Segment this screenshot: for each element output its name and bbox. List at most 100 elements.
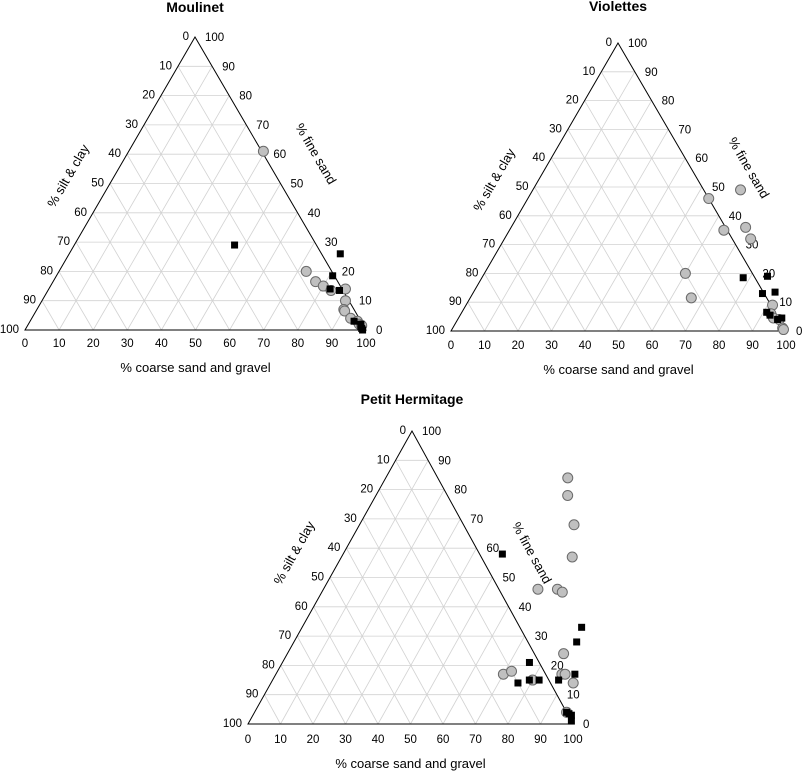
data-point-circle	[257, 145, 269, 157]
grid-line	[475, 635, 526, 725]
tick-label-silt: 80	[262, 659, 275, 671]
data-point-square	[336, 250, 344, 258]
tick-label-coarse: 90	[746, 340, 759, 352]
data-point-square	[514, 679, 522, 687]
data-point-square	[567, 717, 575, 725]
chart-title: Petit Hermitage	[361, 391, 464, 407]
grid-line	[484, 273, 519, 332]
tick-label-silt: 60	[499, 210, 512, 222]
tick-label-coarse: 100	[356, 338, 375, 350]
grid-line	[540, 694, 558, 725]
tick-label-fine: 40	[729, 211, 742, 223]
data-point-circle	[562, 489, 574, 501]
grid-line	[126, 124, 247, 331]
axis-label-fine: % fine sand	[725, 135, 772, 201]
tick-label-coarse: 60	[223, 338, 236, 350]
tick-label-coarse: 70	[257, 338, 270, 350]
tick-label-coarse: 90	[534, 734, 547, 746]
data-point-square	[578, 623, 586, 631]
tick-label-coarse: 50	[612, 340, 625, 352]
series-square	[739, 272, 786, 323]
grid-line	[229, 212, 298, 331]
grid-line	[92, 212, 162, 331]
tick-label-coarse: 20	[307, 734, 320, 746]
tick-label-silt: 50	[311, 572, 324, 584]
tick-label-silt: 90	[246, 689, 259, 701]
data-point-circle	[745, 233, 757, 245]
data-point-circle	[703, 193, 715, 205]
tick-label-coarse: 80	[713, 340, 726, 352]
tick-label-silt: 10	[159, 60, 172, 72]
data-point-square	[535, 676, 543, 684]
grid-line	[280, 460, 429, 725]
data-point-circle	[506, 665, 518, 677]
tick-label-silt: 50	[516, 181, 529, 193]
data-point-square	[567, 711, 575, 719]
tick-label-coarse: 100	[563, 734, 582, 746]
tick-label-fine: 60	[273, 149, 286, 161]
tick-label-coarse: 40	[579, 340, 592, 352]
grid-line	[329, 577, 411, 725]
data-point-circle	[339, 305, 351, 317]
tick-label-silt: 80	[466, 267, 479, 279]
data-point-circle	[679, 267, 691, 279]
tick-label-fine: 50	[712, 182, 725, 194]
tick-label-fine: 60	[695, 153, 708, 165]
grid-line	[297, 271, 333, 331]
ternary-plot-2: Violettes0001010102020203030304040405050…	[426, 0, 803, 377]
tick-label-silt: 20	[360, 484, 373, 496]
tick-label-fine: 70	[678, 124, 691, 136]
grid-line	[718, 273, 753, 332]
tick-label-coarse: 20	[87, 338, 100, 350]
data-point-circle	[559, 668, 571, 680]
tick-label-fine: 90	[438, 455, 451, 467]
grid-line	[345, 518, 461, 725]
data-point-square	[739, 274, 747, 282]
series-circle	[679, 184, 789, 336]
tick-label-fine: 80	[239, 91, 252, 103]
grid-line	[75, 241, 128, 331]
tick-label-fine: 100	[422, 426, 441, 438]
tick-label-silt: 30	[344, 513, 357, 525]
data-point-circle	[562, 472, 574, 484]
tick-label-fine: 100	[628, 38, 647, 50]
tick-label-silt: 40	[532, 152, 545, 164]
axis-label-coarse: % coarse sand and gravel	[543, 362, 693, 377]
data-point-square	[758, 290, 766, 298]
tick-label-coarse: 70	[679, 340, 692, 352]
grid-line	[517, 215, 586, 332]
data-point-circle	[339, 295, 351, 307]
data-point-square	[774, 315, 782, 323]
data-point-square	[359, 326, 367, 334]
grid-line	[484, 71, 636, 332]
tick-label-fine: 70	[470, 514, 483, 526]
tick-label-coarse: 0	[448, 340, 454, 352]
data-point-circle	[718, 224, 730, 236]
axis-label-fine: % fine sand	[292, 121, 339, 187]
data-point-circle	[532, 583, 544, 595]
grid-line	[263, 241, 316, 331]
chart-title: Violettes	[589, 0, 647, 14]
grid-line	[313, 606, 379, 725]
tick-label-fine: 10	[359, 296, 372, 308]
grid	[467, 71, 770, 332]
tick-label-fine: 50	[503, 573, 516, 585]
grid-line	[177, 66, 333, 331]
grid-line	[280, 665, 314, 725]
tick-label-coarse: 10	[274, 734, 287, 746]
grid-line	[362, 518, 476, 725]
tick-label-silt: 10	[377, 454, 390, 466]
data-point-square	[571, 670, 579, 678]
grid	[41, 65, 350, 331]
tick-label-fine: 100	[205, 32, 224, 44]
tick-label-silt: 0	[183, 31, 189, 43]
tick-label-coarse: 70	[469, 734, 482, 746]
data-point-circle	[685, 292, 697, 304]
grid-line	[296, 635, 346, 725]
tick-label-silt: 100	[223, 718, 242, 730]
data-point-square	[231, 241, 239, 249]
triangle-frame	[24, 36, 367, 331]
tick-label-silt: 100	[426, 325, 445, 337]
data-point-circle	[777, 324, 789, 336]
